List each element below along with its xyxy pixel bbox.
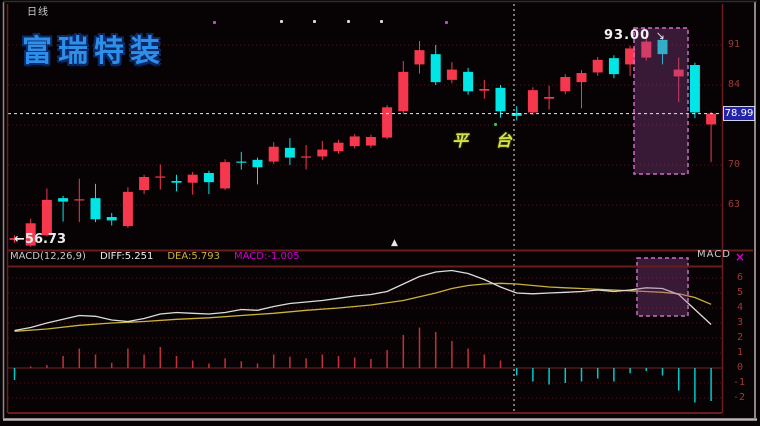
candle-body (155, 176, 166, 178)
frame-lines (6, 4, 753, 414)
macd-tick-label: 0 (737, 362, 744, 373)
candle-body (592, 59, 603, 73)
candle-body (74, 199, 85, 201)
macd-tick-label: 6 (737, 272, 744, 283)
marker-dot-icon (280, 20, 283, 23)
period-label: 日线 (27, 7, 49, 18)
candle-body (560, 77, 571, 92)
price-tick-label: 84 (728, 79, 741, 90)
diff-line (14, 269, 712, 332)
candle-body (25, 223, 36, 246)
candle-body (382, 107, 393, 138)
candle-body (365, 137, 376, 146)
candlestick-series (9, 33, 717, 247)
macd-histogram-series (13, 327, 712, 403)
marker-dot-icon (347, 20, 350, 23)
marker-dot-icon (380, 20, 383, 23)
macd-value-label: MACD:-1.005 (234, 251, 300, 262)
candle-body (398, 71, 409, 112)
highlight-box-macd (636, 257, 689, 317)
macd-params-label: MACD(12,26,9) (10, 251, 86, 262)
macd-panel-title: MACD (697, 249, 731, 260)
candle-body (641, 41, 652, 58)
macd-tick-label: 1 (737, 347, 744, 358)
platform-annotation: 平 台 (452, 131, 523, 150)
candle-body (58, 198, 69, 202)
macd-tick-label: 5 (737, 287, 744, 298)
grid-macd (8, 277, 722, 399)
candle-body (90, 198, 101, 220)
diff-value-label: DIFF:5.251 (99, 251, 154, 262)
candle-body (625, 48, 636, 65)
candle-body (527, 90, 538, 113)
dea-value-label: DEA:5.793 (167, 251, 221, 262)
high-price-annotation: 93.00 ↘ (604, 28, 666, 43)
macd-tick-label: -2 (733, 392, 746, 403)
candle-body (495, 87, 506, 112)
high-arrow-icon: ↘ (655, 29, 666, 42)
candle-body (576, 73, 587, 83)
candle-body (122, 191, 133, 227)
candle-body (284, 147, 295, 158)
high-price-text: 93.00 (604, 28, 651, 43)
marker-dot-icon (445, 21, 448, 24)
candle-body (203, 173, 214, 183)
candle-body (9, 238, 20, 240)
candle-body (657, 39, 668, 55)
dea-line (14, 282, 712, 332)
macd-tick-label: 4 (737, 302, 744, 313)
macd-tick-label: 3 (737, 317, 744, 328)
candle-body (430, 54, 441, 83)
candle-body (479, 89, 490, 91)
up-triangle-marker: ▲ (391, 238, 398, 248)
marker-dot-icon (313, 20, 316, 23)
candle-body (414, 50, 425, 65)
candle-body (544, 97, 555, 99)
candle-body (268, 146, 279, 162)
watermark-logo: 富瑞特装 (22, 34, 166, 69)
candle-body (220, 162, 231, 189)
candle-body (301, 156, 312, 158)
candle-body (706, 113, 717, 125)
candle-body (236, 161, 247, 163)
price-tick-label: 70 (728, 159, 741, 170)
marker-dot-icon (213, 21, 216, 24)
grid-main (8, 44, 722, 206)
candle-body (139, 177, 150, 191)
macd-tick-label: -1 (733, 377, 746, 388)
candle-body (187, 174, 198, 183)
candle-body (317, 149, 328, 157)
candle-body (673, 69, 684, 77)
candle-body (511, 113, 522, 116)
close-icon[interactable]: × (735, 250, 746, 264)
marker-dot-icon (494, 123, 497, 126)
low-price-annotation: ←56.73 (14, 232, 67, 247)
candle-body (689, 65, 700, 113)
candle-body (106, 217, 117, 221)
macd-tick-label: 2 (737, 332, 744, 343)
price-tick-label: 91 (728, 39, 741, 50)
candle-body (349, 136, 360, 147)
candle-body (252, 159, 263, 168)
candle-body (333, 142, 344, 152)
candle-body (41, 199, 52, 236)
candle-body (463, 71, 474, 92)
candle-body (446, 69, 457, 80)
candle-body (171, 181, 182, 183)
current-price-badge: 78.99 (723, 106, 755, 121)
macd-indicator-header[interactable]: MACD(12,26,9) DIFF:5.251 DEA:5.793 MACD:-1.… (10, 251, 314, 262)
highlight-box-main (633, 27, 689, 175)
price-tick-label: 63 (728, 199, 741, 210)
candle-body (608, 58, 619, 75)
